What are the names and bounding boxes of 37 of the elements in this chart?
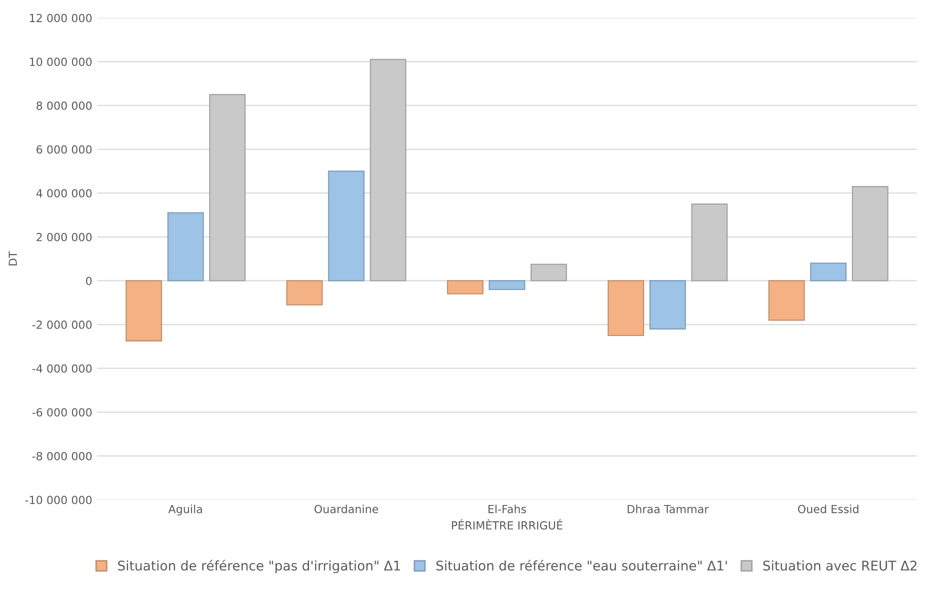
y-axis-title: DT <box>8 251 17 266</box>
bar <box>167 212 204 282</box>
y-tick-label: 0 <box>86 276 92 286</box>
bar <box>488 280 526 290</box>
legend-label: Situation avec REUT Δ2 <box>763 560 917 571</box>
bar <box>446 280 484 294</box>
y-tick-label: 8 000 000 <box>36 101 92 110</box>
y-tick-label: -6 000 000 <box>32 408 92 417</box>
bar <box>126 280 162 342</box>
bar <box>649 280 686 330</box>
y-tick-label: 12 000 000 <box>30 14 92 22</box>
y-tick-label: 10 000 000 <box>30 58 92 66</box>
x-tick-label: El-Fahs <box>488 504 526 514</box>
legend-label: Situation de référence "eau souterraine" Δ1' <box>436 560 727 571</box>
y-tick-label: -4 000 000 <box>32 364 92 373</box>
y-tick-label: 2 000 000 <box>36 232 92 242</box>
x-axis-title: PÉRIMÈTRE IRRIGUÉ <box>452 519 562 530</box>
y-tick-label: -2 000 000 <box>32 320 92 329</box>
x-tick-label: Oued Essid <box>798 504 858 514</box>
bar <box>370 58 406 282</box>
bar <box>691 204 728 282</box>
x-tick-label: Ouardanine <box>314 504 378 514</box>
bar <box>530 264 567 282</box>
x-tick-label: Aguila <box>168 504 202 516</box>
bar <box>328 170 365 282</box>
y-tick-label: -10 000 000 <box>25 496 92 504</box>
y-tick-label: 4 000 000 <box>36 189 92 198</box>
y-tick-label: -8 000 000 <box>32 452 92 460</box>
bar <box>608 280 644 336</box>
bar <box>286 280 323 306</box>
bar <box>852 186 888 282</box>
bar <box>810 262 847 282</box>
x-tick-label: Dhraa Tammar <box>628 504 709 514</box>
bar <box>768 280 805 321</box>
legend-label: Situation de référence "pas d'irrigation" Δ1 <box>118 560 400 574</box>
y-tick-label: 6 000 000 <box>36 145 92 154</box>
bar <box>209 94 246 282</box>
